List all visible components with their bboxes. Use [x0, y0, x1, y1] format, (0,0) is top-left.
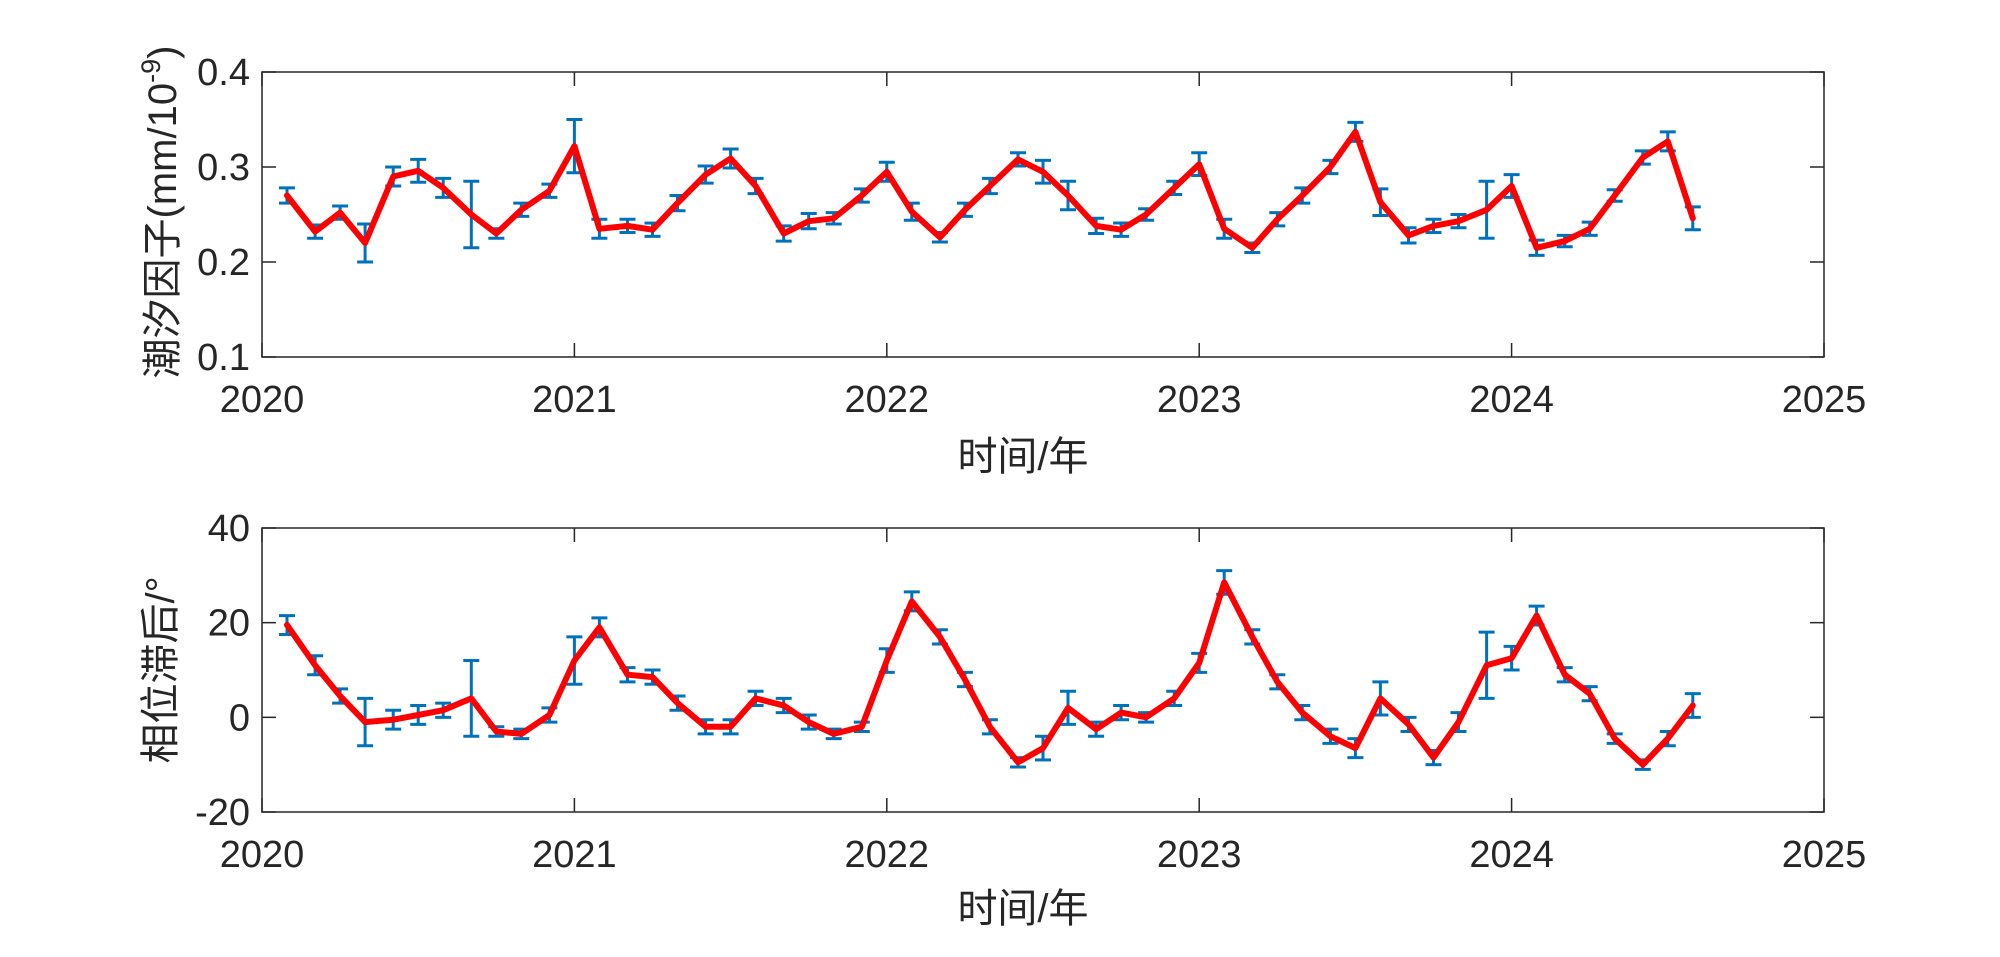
x-axis-label-phase-lag: 时间/年 [957, 887, 1088, 931]
y-tick-label: 0 [229, 697, 250, 739]
y-axis-label-phase-lag: 相位滞后/° [139, 576, 183, 763]
x-axis-ticks-tidal-factor: 2020 2021 2022 2023 2024 2025 [220, 72, 1867, 421]
y-tick-label: 0.4 [197, 52, 250, 94]
x-axis-label-tidal-factor: 时间/年 [957, 435, 1088, 479]
chart-phase-lag: -20 0 20 40 2020 2021 2022 2023 2024 2025 时间/年 相… [139, 508, 1866, 931]
y-tick-label: 40 [208, 508, 250, 550]
y-axis-label-tidal-factor: 潮汐因子(mm/10-9) [136, 46, 185, 379]
y-tick-label: 0.2 [197, 242, 250, 284]
y-tick-label: 0.3 [197, 147, 250, 189]
x-tick-label: 2023 [1157, 379, 1242, 421]
x-tick-label: 2024 [1469, 379, 1554, 421]
x-tick-label: 2025 [1782, 834, 1867, 876]
x-tick-label: 2022 [845, 379, 930, 421]
x-axis-ticks-phase-lag: 2020 2021 2022 2023 2024 2025 [220, 528, 1867, 876]
x-tick-label: 2021 [532, 834, 617, 876]
y-axis-ticks-tidal-factor: 0.1 0.2 0.3 0.4 [197, 52, 1824, 379]
x-tick-label: 2025 [1782, 379, 1867, 421]
y-axis-ticks-phase-lag: -20 0 20 40 [195, 508, 1824, 834]
y-tick-label: 0.1 [197, 337, 250, 379]
series-line-tidal-factor [284, 128, 1696, 251]
x-tick-label: 2020 [220, 379, 305, 421]
y-tick-label: 20 [208, 603, 250, 645]
x-tick-label: 2020 [220, 834, 305, 876]
plot-area-phase-lag [261, 527, 1825, 813]
chart-tidal-factor: 0.1 0.2 0.3 0.4 2020 2021 2022 2023 2024 2025 时间… [136, 46, 1866, 479]
x-tick-label: 2021 [532, 379, 617, 421]
x-tick-label: 2023 [1157, 834, 1242, 876]
plot-area-tidal-factor [261, 71, 1825, 358]
x-tick-label: 2022 [845, 834, 930, 876]
x-tick-label: 2024 [1469, 834, 1554, 876]
y-tick-label: -20 [195, 792, 250, 834]
series-line-phase-lag [284, 579, 1696, 768]
